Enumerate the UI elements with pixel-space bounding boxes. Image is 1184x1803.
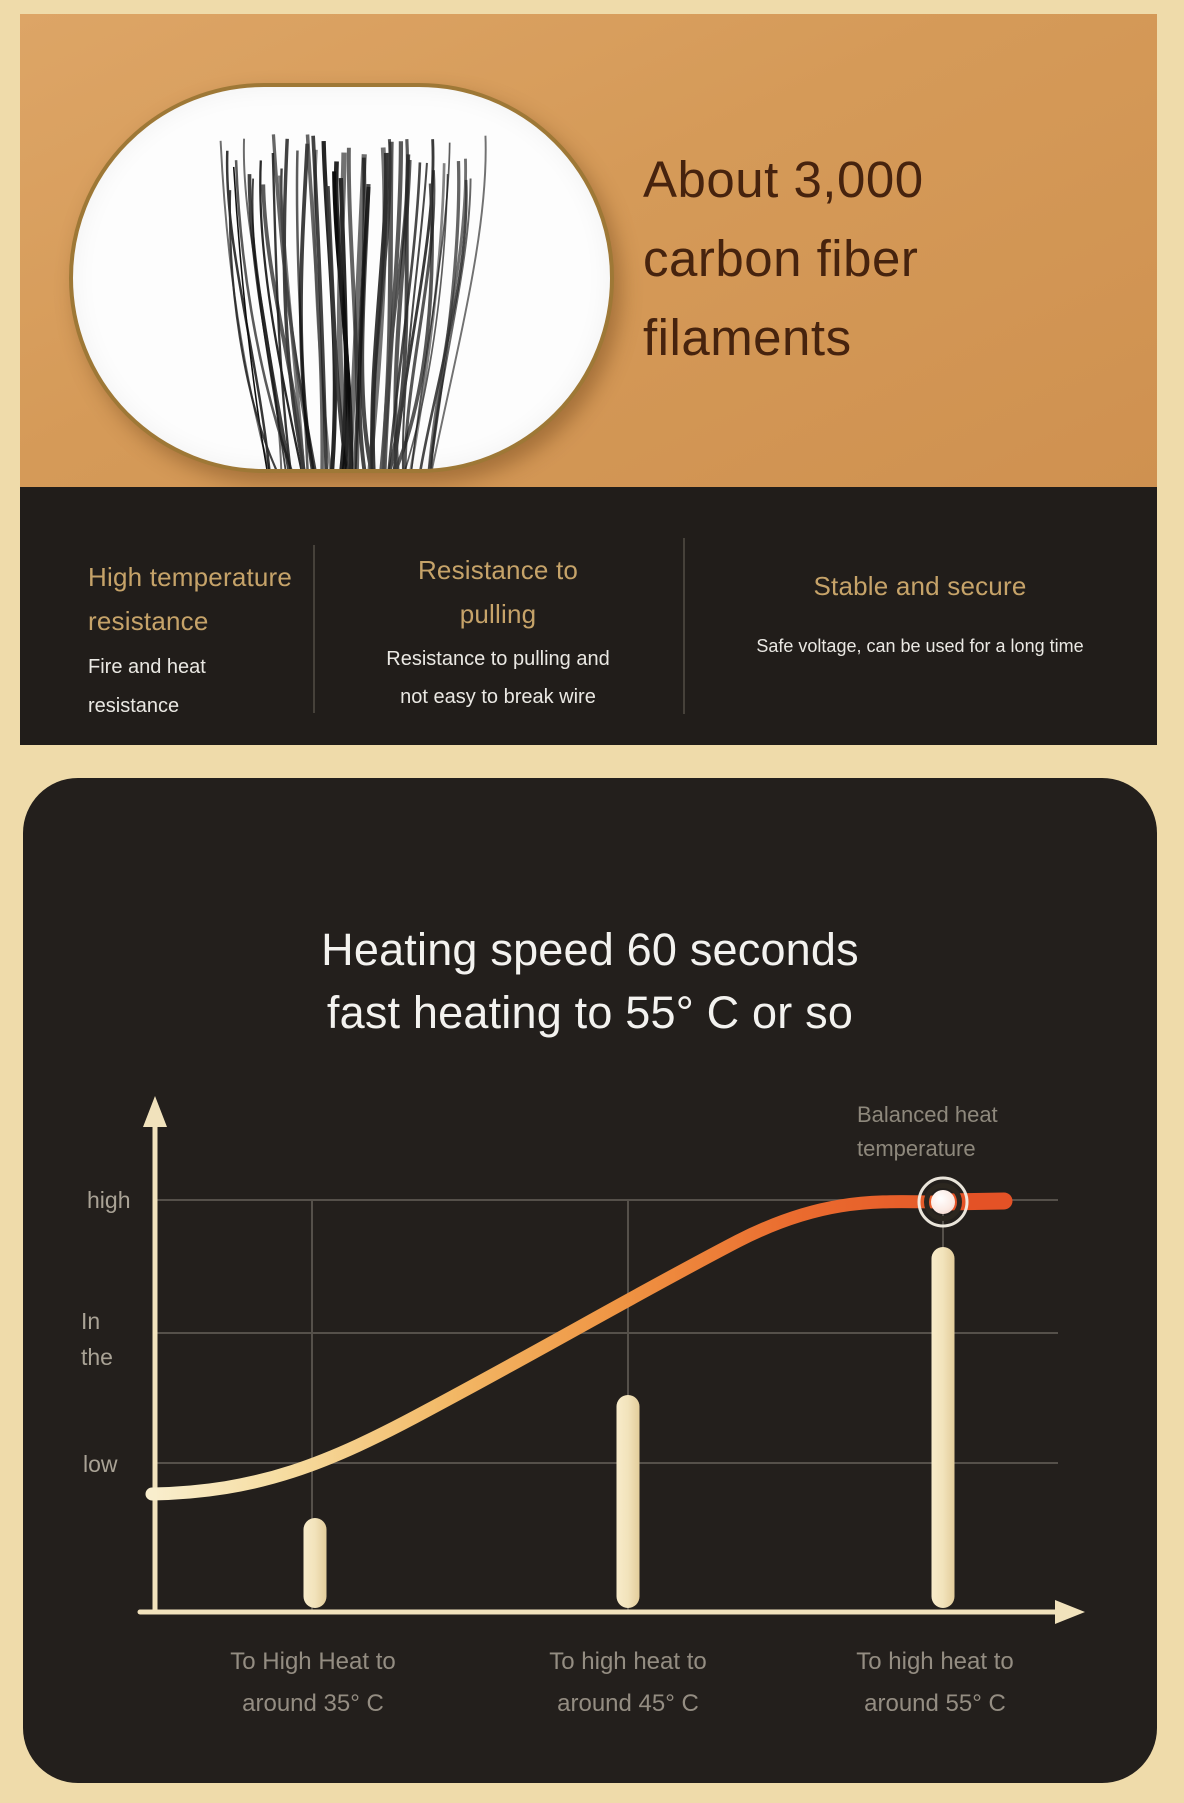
feature-desc-line: Resistance to pulling and [386, 648, 610, 670]
bar-35c [303, 1518, 327, 1608]
x-label-45c-line2: around 45° C [557, 1690, 699, 1717]
x-label-45c-line1: To high heat to [549, 1648, 706, 1675]
chart-gridlines [157, 1199, 1058, 1610]
y-label-high: high [87, 1187, 130, 1213]
y-label-the: the [81, 1344, 113, 1370]
temperature-bars [303, 1247, 955, 1608]
bar-45c [616, 1395, 640, 1608]
annotation-line1: Balanced heat [857, 1102, 998, 1127]
heating-chart-panel: Heating speed 60 seconds fast heating to… [23, 778, 1157, 1783]
balanced-point-marker [917, 1176, 969, 1228]
hero-headline-line: carbon fiber [643, 230, 919, 287]
hero-image-frame [69, 83, 614, 473]
feature-desc-line: resistance [88, 695, 180, 717]
feature-title-line: pulling [459, 599, 537, 629]
chart-axes [137, 1115, 1068, 1615]
feature-stable-secure: Stable and secure Safe voltage, can be u… [683, 564, 1157, 666]
feature-title-line: resistance [88, 606, 209, 636]
features-strip: High temperature resistance Fire and hea… [20, 487, 1157, 745]
feature-desc-line: Fire and heat [88, 656, 206, 678]
feature-divider [313, 545, 315, 713]
feature-divider [683, 538, 685, 714]
feature-high-temperature: High temperature resistance Fire and hea… [88, 555, 308, 726]
feature-title-line: Stable and secure [813, 571, 1027, 601]
carbon-fiber-filaments-image [219, 134, 487, 469]
x-label-35c-line2: around 35° C [242, 1690, 384, 1717]
feature-resistance-pulling: Resistance to pulling Resistance to pull… [313, 548, 683, 716]
annotation-line2: temperature [857, 1136, 976, 1161]
y-axis-arrowhead [143, 1096, 167, 1127]
x-label-35c-line1: To High Heat to [230, 1648, 395, 1675]
hero-panel: About 3,000 carbon fiber filaments [20, 14, 1157, 487]
chart-title-line: fast heating to 55° C or so [326, 987, 854, 1038]
temperature-curve [145, 1195, 948, 1501]
x-axis-arrowhead [1055, 1600, 1085, 1624]
hero-headline-line: filaments [643, 309, 852, 366]
feature-desc-line: not easy to break wire [400, 686, 596, 708]
x-label-55c-line1: To high heat to [856, 1648, 1013, 1675]
y-label-low: low [83, 1451, 118, 1477]
feature-title-line: Resistance to [417, 555, 579, 585]
x-label-55c-line2: around 55° C [864, 1690, 1006, 1717]
feature-title-line: High temperature [88, 562, 293, 592]
bar-55c [931, 1247, 955, 1608]
hero-headline: About 3,000 carbon fiber filaments [643, 140, 1123, 377]
chart-title-line: Heating speed 60 seconds [321, 924, 859, 975]
feature-desc-line: Safe voltage, can be used for a long tim… [756, 636, 1084, 656]
temperature-line-chart: high In the low To High Heat to around 3… [81, 1096, 1085, 1717]
y-label-in: In [81, 1308, 100, 1334]
hero-headline-line: About 3,000 [643, 151, 924, 208]
chart-title: Heating speed 60 seconds fast heating to… [23, 918, 1157, 1044]
